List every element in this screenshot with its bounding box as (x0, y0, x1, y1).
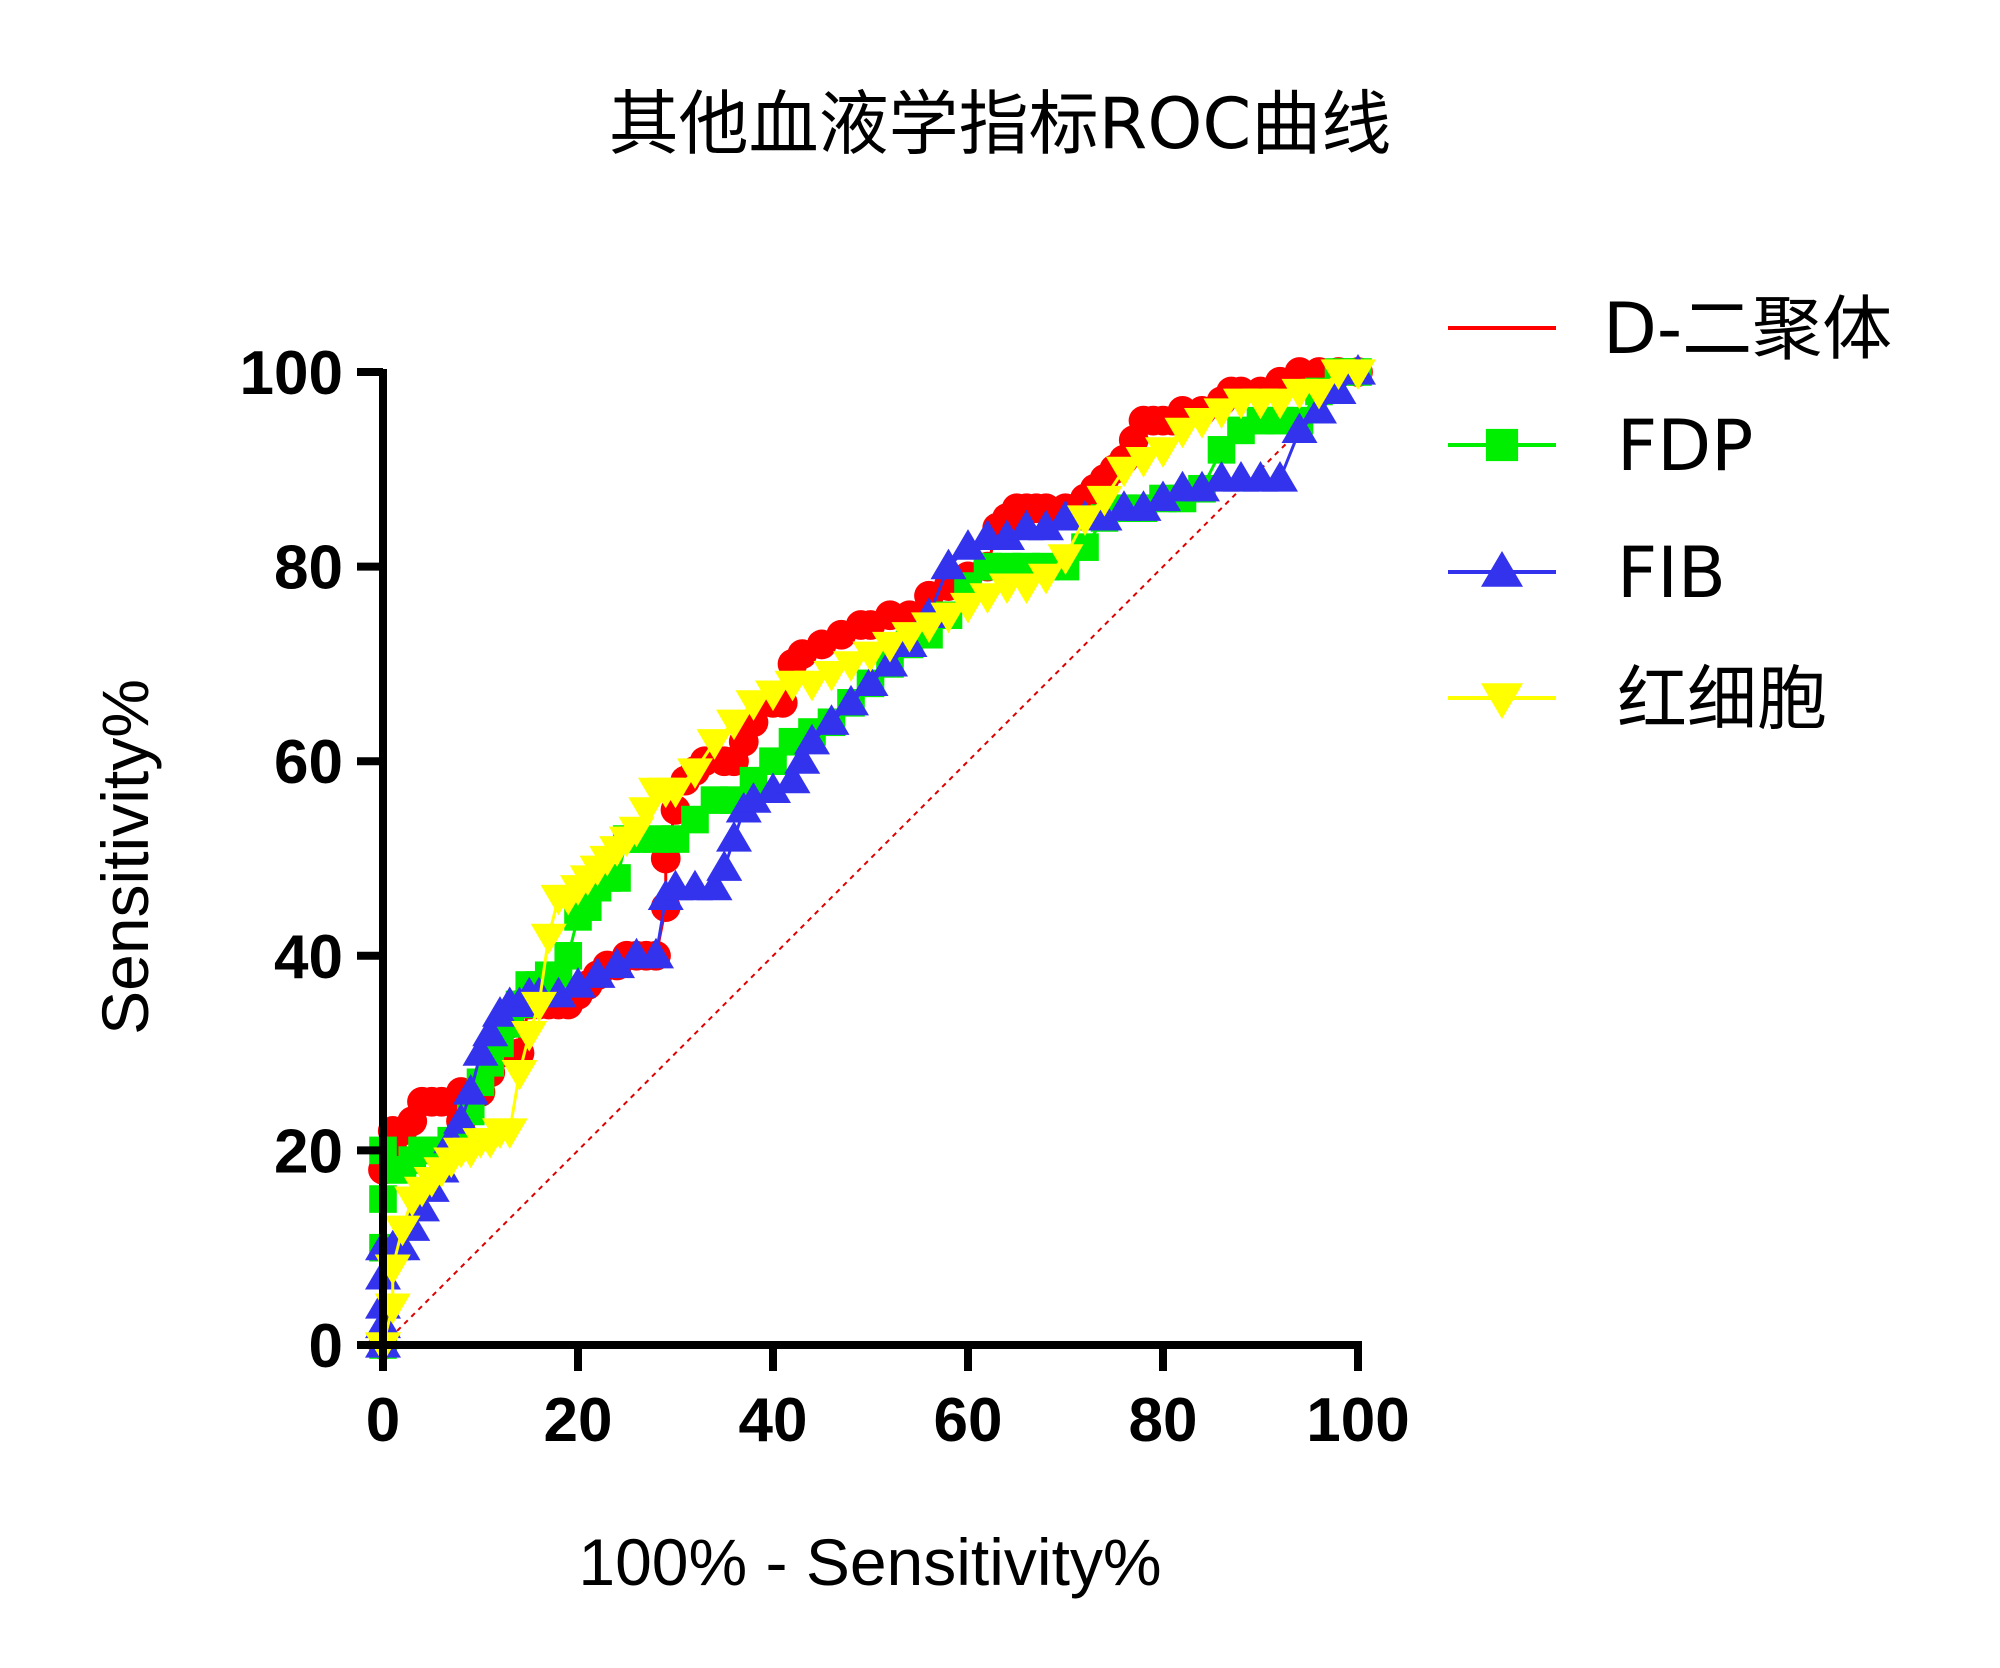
data-point (1086, 485, 1123, 517)
x-axis-label: 100% - Sensitivity% (578, 1525, 1161, 1599)
data-point (813, 661, 850, 692)
data-point (950, 529, 986, 560)
data-point (696, 729, 733, 760)
x-tick-label: 60 (934, 1386, 1003, 1455)
data-point (554, 942, 583, 970)
data-point (969, 583, 1006, 614)
legend-label: FIB (1617, 532, 1726, 614)
legend: D-二聚体 FDP FIB 红细胞 (1448, 288, 1892, 740)
data-point (930, 548, 967, 580)
x-tick-label: 20 (544, 1386, 613, 1455)
legend-swatch-marker (1481, 551, 1523, 587)
data-point (1301, 378, 1337, 410)
data-point (1281, 412, 1318, 443)
data-point (833, 651, 869, 682)
data-point (579, 957, 616, 988)
data-point (677, 758, 713, 789)
data-point (462, 1035, 499, 1066)
data-point (599, 947, 635, 979)
data-point (813, 704, 850, 735)
data-point (716, 821, 752, 852)
data-point (1028, 563, 1064, 595)
y-tick-label: 40 (274, 923, 343, 992)
x-tick-label: 40 (739, 1386, 808, 1455)
data-point (950, 592, 986, 624)
data-point (784, 743, 821, 774)
data-point (1262, 388, 1298, 420)
data-point (530, 923, 567, 955)
data-point (1145, 480, 1181, 512)
data-point (501, 1059, 538, 1091)
legend-item: FIB (1448, 532, 1726, 614)
legend-label: FDP (1617, 405, 1753, 487)
legend-item: FDP (1448, 405, 1753, 487)
data-point (989, 519, 1025, 551)
data-point (755, 680, 791, 712)
data-point (384, 1215, 421, 1247)
chart-title: 其他血液学指标ROC曲线 (609, 83, 1392, 165)
data-point (1047, 544, 1084, 575)
data-point (891, 622, 928, 653)
legend-label: D-二聚体 (1603, 288, 1892, 370)
data-point (774, 762, 811, 794)
data-point (1008, 573, 1045, 605)
ticks-layer: 0 20 40 60 80 100 0 20 40 60 80 100 (240, 339, 1410, 1455)
data-point (638, 937, 674, 969)
data-point (443, 1103, 479, 1134)
data-point (1067, 505, 1103, 536)
data-point (1184, 470, 1220, 502)
data-point (1125, 446, 1162, 478)
data-point (452, 1074, 489, 1105)
data-point (872, 631, 908, 663)
y-axis-label: Sensitivity% (88, 679, 162, 1035)
series-3 (365, 354, 1376, 1358)
legend-item: D-二聚体 (1448, 288, 1892, 370)
data-point (852, 641, 889, 673)
reference-diagonal (382, 371, 1359, 1346)
y-tick-label: 80 (274, 534, 343, 603)
data-point (472, 1015, 509, 1047)
data-point (716, 709, 752, 741)
legend-label: 红细胞 (1617, 658, 1827, 740)
y-tick-label: 0 (309, 1312, 343, 1381)
plot-area: 0 20 40 60 80 100 0 20 40 60 80 100 (240, 339, 1410, 1455)
legend-item: 红细胞 (1448, 658, 1827, 740)
data-point (1262, 461, 1298, 492)
data-point (491, 1118, 528, 1149)
data-point (1164, 417, 1201, 449)
data-point (911, 612, 947, 643)
data-point (1125, 490, 1162, 521)
y-tick-label: 60 (274, 728, 343, 797)
data-point (794, 670, 830, 702)
data-point (696, 869, 733, 901)
x-tick-label: 0 (366, 1386, 400, 1455)
data-point (1203, 398, 1240, 429)
series-4 (365, 359, 1376, 1363)
y-tick-label: 20 (274, 1117, 343, 1186)
data-point (511, 1021, 548, 1052)
x-tick-label: 80 (1129, 1386, 1198, 1455)
data-point (560, 966, 596, 998)
data-point (852, 665, 889, 696)
data-point (657, 777, 694, 809)
data-point (1184, 408, 1220, 439)
data-point (1145, 437, 1181, 468)
data-point (521, 991, 557, 1023)
data-point (1340, 359, 1376, 390)
data-point (755, 772, 791, 803)
y-tick-label: 100 (240, 339, 343, 408)
legend-swatch-marker (1481, 683, 1523, 719)
legend-swatch-marker (1485, 428, 1519, 462)
data-point (794, 723, 830, 755)
data-point (833, 684, 869, 716)
data-point (1106, 456, 1142, 488)
data-point (735, 782, 772, 813)
data-point (735, 690, 772, 721)
data-point (930, 602, 967, 634)
data-point (1028, 509, 1064, 541)
data-point (706, 850, 743, 881)
series-layer (365, 354, 1376, 1363)
x-tick-label: 100 (1306, 1386, 1409, 1455)
